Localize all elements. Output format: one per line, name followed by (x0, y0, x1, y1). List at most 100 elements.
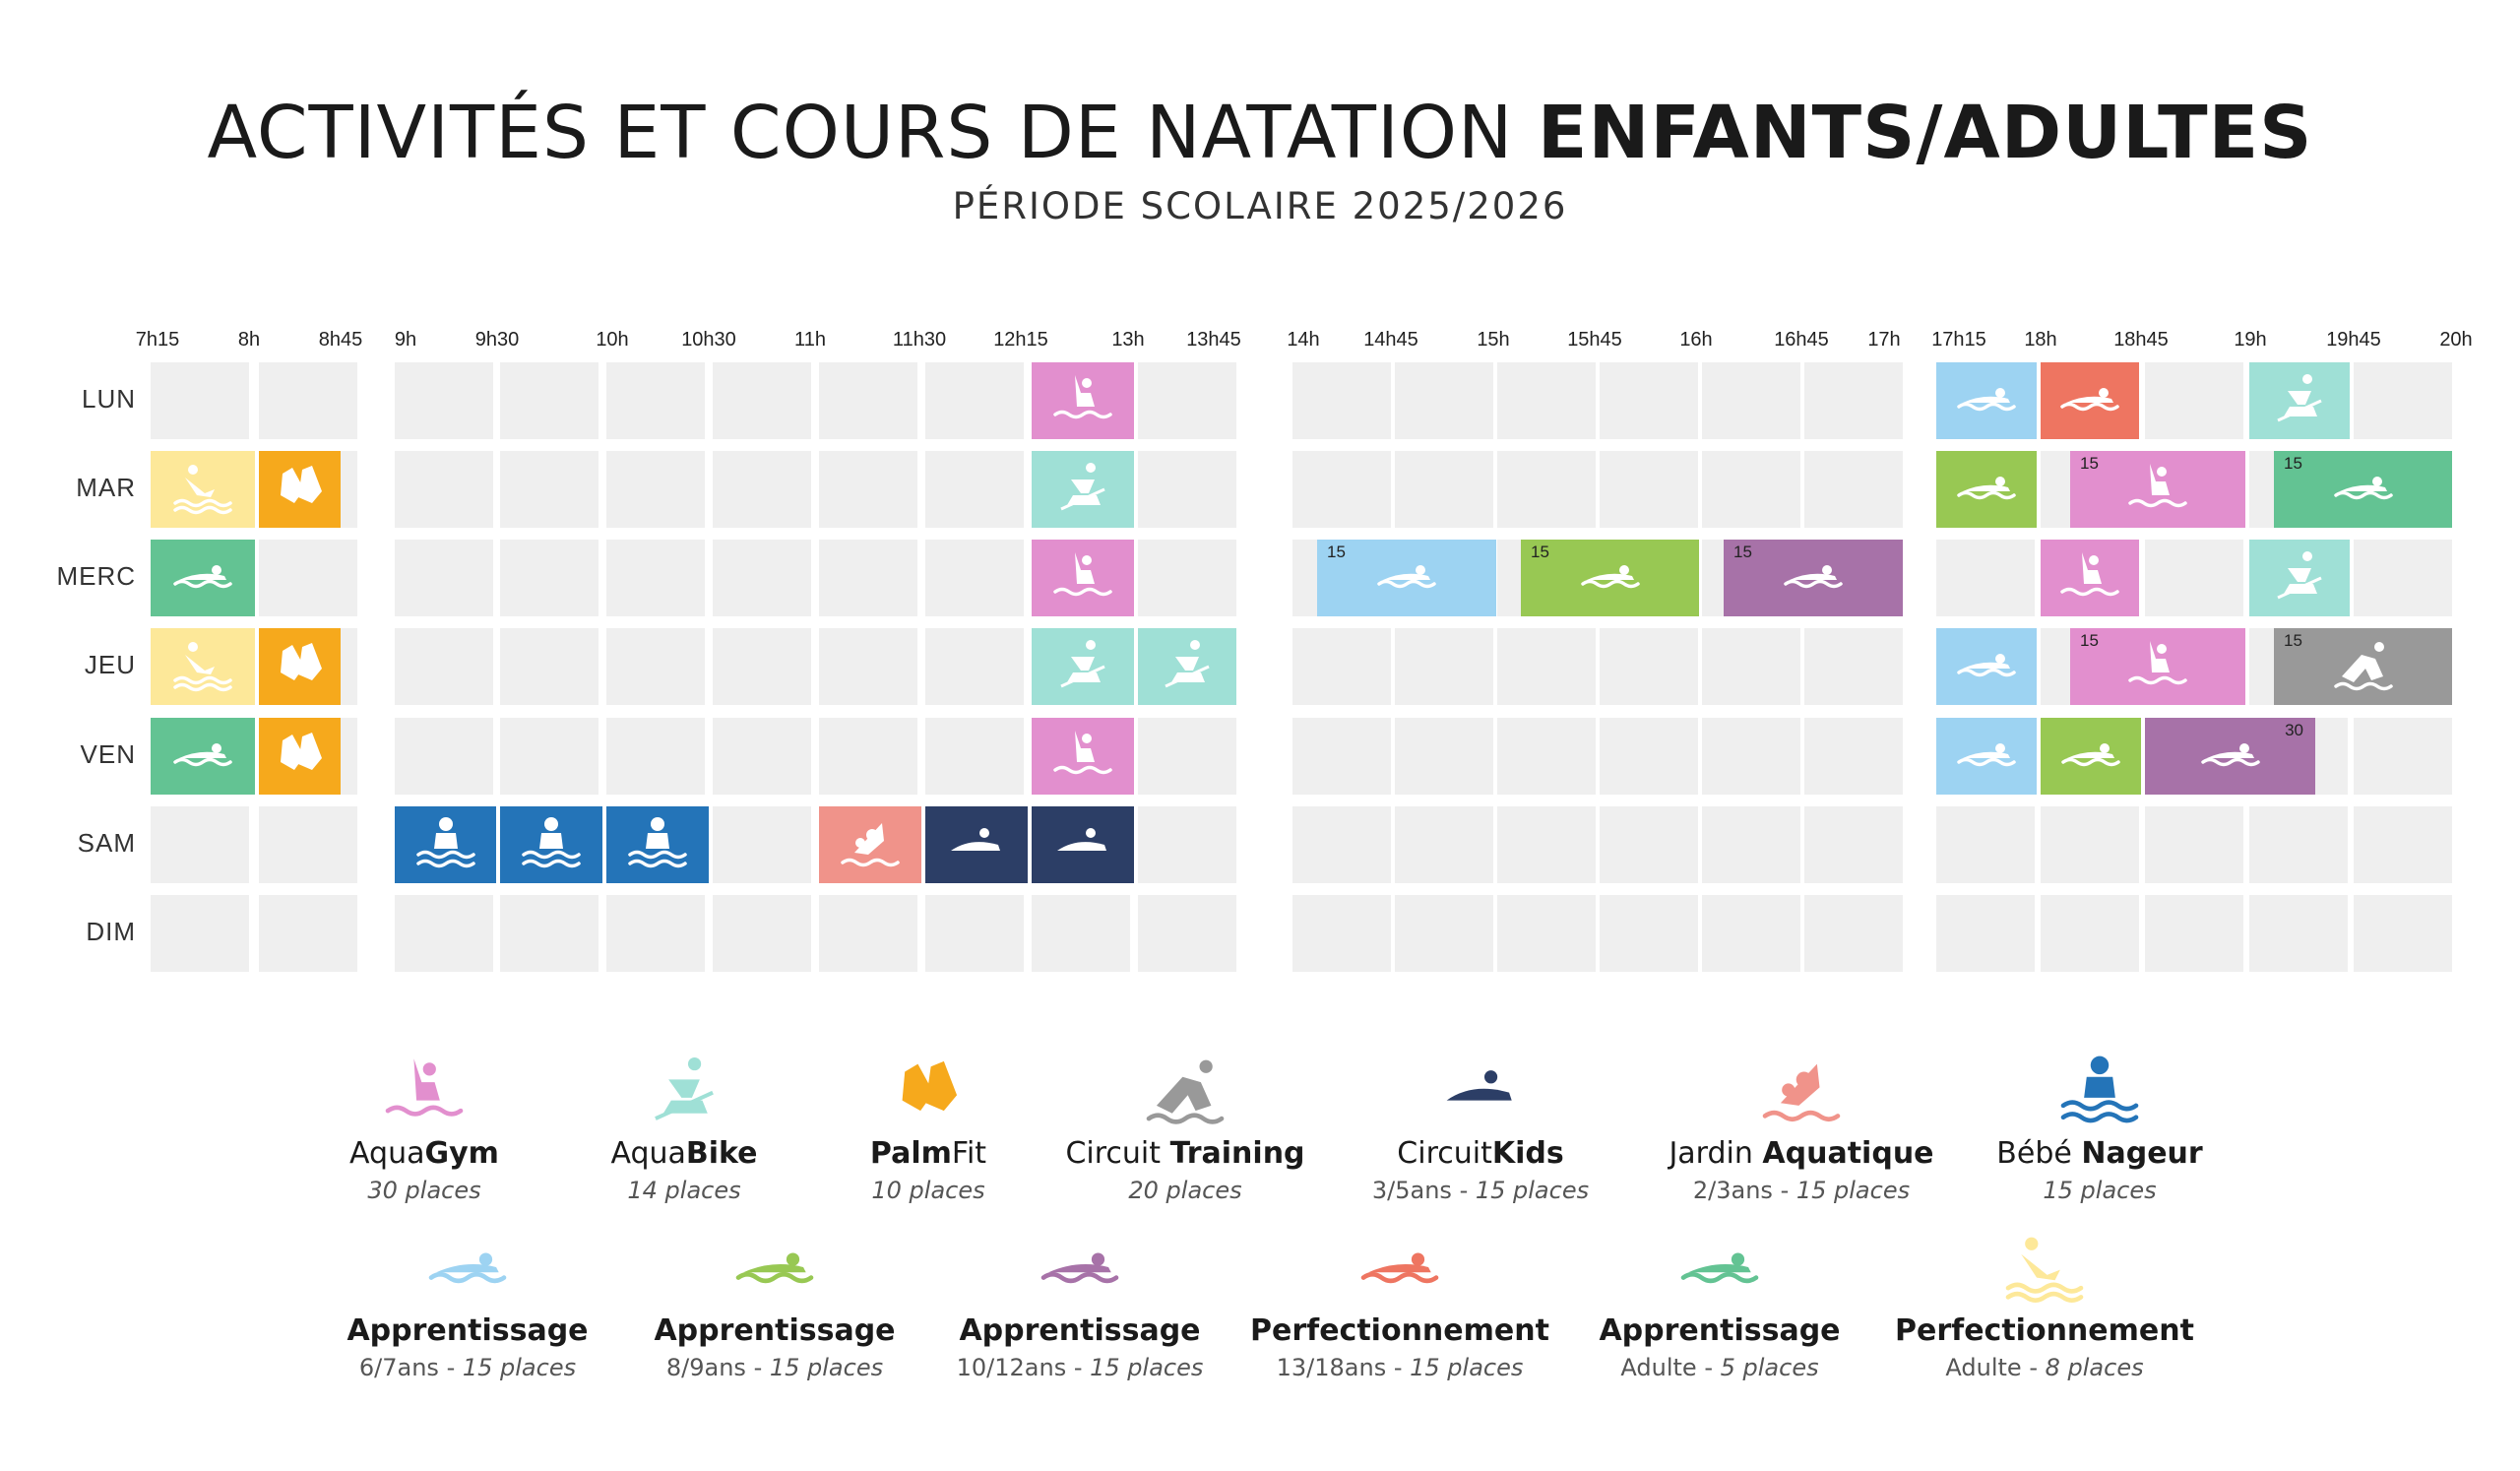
session-perf1318[interactable] (2041, 362, 2139, 439)
session-circuit-kids[interactable] (925, 806, 1028, 883)
legend-name-light: Bébé (1996, 1136, 2082, 1171)
empty-slot (819, 895, 917, 972)
session-circuit-kids[interactable] (1032, 806, 1134, 883)
empty-slot (1395, 362, 1493, 439)
capacity-count: 30 (2285, 721, 2303, 739)
empty-slot (259, 895, 357, 972)
app-adulte-icon (171, 548, 234, 608)
legend-item-aquagym: AquaGym 30 places (267, 1054, 582, 1204)
session-app67[interactable] (1936, 718, 2037, 795)
session-app-adulte[interactable]: 15 (2274, 451, 2452, 528)
session-app89[interactable] (1936, 451, 2037, 528)
time-label: 18h (2024, 329, 2057, 351)
legend-capacity: 8/9ans - 15 places (617, 1354, 932, 1381)
session-palmfit[interactable] (259, 628, 341, 705)
aquagym-icon (267, 1054, 582, 1126)
empty-slot (2354, 540, 2452, 616)
session-aquagym[interactable] (1032, 540, 1134, 616)
session-palmfit[interactable] (259, 718, 341, 795)
legend-item-circuit-training: Circuit Training 20 places (1028, 1054, 1343, 1204)
legend-item-bebe: Bébé Nageur 15 places (1942, 1054, 2257, 1204)
session-aquabike[interactable] (1138, 628, 1236, 705)
session-app-adulte[interactable] (151, 718, 255, 795)
session-app1012[interactable]: 30 (2145, 718, 2315, 795)
empty-slot (151, 806, 249, 883)
empty-slot (500, 451, 598, 528)
legend-name-bold: Bike (685, 1136, 758, 1171)
aquagym-icon (1051, 548, 1114, 608)
empty-slot (1395, 718, 1493, 795)
empty-slot (819, 718, 917, 795)
capacity-count: 15 (1327, 543, 1346, 561)
legend-name-light: Circuit (1397, 1136, 1492, 1171)
day-label: DIM (86, 917, 136, 946)
session-app89[interactable] (2041, 718, 2141, 795)
empty-slot (2354, 718, 2452, 795)
empty-slot (1497, 895, 1596, 972)
empty-slot (1497, 628, 1596, 705)
legend-name-bold: Nageur (2081, 1136, 2203, 1171)
app1012-icon (922, 1231, 1237, 1304)
empty-slot (606, 628, 705, 705)
empty-slot (713, 895, 811, 972)
app1012-icon (2199, 727, 2262, 787)
empty-slot (925, 628, 1024, 705)
time-label: 14h (1287, 329, 1320, 351)
legend-item-palmfit: PalmFit 10 places (771, 1054, 1086, 1204)
session-aquagym[interactable] (2041, 540, 2139, 616)
session-aquagym[interactable] (1032, 362, 1134, 439)
empty-slot (1600, 628, 1698, 705)
time-label: 12h15 (993, 329, 1048, 351)
session-aquabike[interactable] (2249, 540, 2350, 616)
empty-slot (606, 895, 705, 972)
session-app67[interactable]: 15 (1317, 540, 1496, 616)
session-app67[interactable] (1936, 362, 2037, 439)
legend-places: 30 places (367, 1177, 481, 1204)
session-jardin[interactable] (819, 806, 921, 883)
session-perf-adulte[interactable] (151, 628, 255, 705)
empty-slot (819, 362, 917, 439)
session-aquabike[interactable] (1032, 628, 1134, 705)
session-app89[interactable]: 15 (1521, 540, 1699, 616)
bebe-icon (626, 815, 689, 875)
empty-slot (1138, 895, 1236, 972)
legend-name: Apprentissage (1562, 1313, 1877, 1348)
session-perf-adulte[interactable] (151, 451, 255, 528)
app67-icon (310, 1231, 625, 1304)
empty-slot (1497, 806, 1596, 883)
legend-name-bold: Apprentissage (1599, 1313, 1841, 1348)
session-app67[interactable] (1936, 628, 2037, 705)
legend-places: 15 places (1090, 1354, 1204, 1381)
session-aquabike[interactable] (1032, 451, 1134, 528)
aquabike-icon (2268, 371, 2331, 431)
empty-slot (500, 718, 598, 795)
legend-places: 15 places (1410, 1354, 1524, 1381)
legend-places: 10 places (871, 1177, 985, 1204)
session-bebe[interactable] (395, 806, 496, 883)
session-aquagym[interactable]: 15 (2070, 628, 2245, 705)
aquabike-icon (1051, 460, 1114, 520)
time-label: 20h (2439, 329, 2473, 351)
legend-name: PalmFit (771, 1136, 1086, 1171)
empty-slot (1804, 718, 1903, 795)
day-label: LUN (81, 384, 136, 414)
session-bebe[interactable] (500, 806, 602, 883)
legend-age: 2/3ans - (1692, 1177, 1796, 1204)
title-bold: ENFANTS/ADULTES (1537, 91, 2313, 175)
aquagym-icon (2126, 460, 2189, 520)
empty-slot (713, 628, 811, 705)
empty-slot (1395, 451, 1493, 528)
session-aquagym[interactable]: 15 (2070, 451, 2245, 528)
legend-name: Apprentissage (922, 1313, 1237, 1348)
session-palmfit[interactable] (259, 451, 341, 528)
bebe-icon (1942, 1054, 2257, 1126)
session-circuit-training[interactable]: 15 (2274, 628, 2452, 705)
session-bebe[interactable] (606, 806, 709, 883)
legend-name-bold: Apprentissage (959, 1313, 1201, 1348)
app67-icon (1955, 371, 2018, 431)
session-app-adulte[interactable] (151, 540, 255, 616)
session-aquagym[interactable] (1032, 718, 1134, 795)
session-app1012[interactable]: 15 (1724, 540, 1903, 616)
session-aquabike[interactable] (2249, 362, 2350, 439)
day-label: VEN (80, 739, 136, 769)
